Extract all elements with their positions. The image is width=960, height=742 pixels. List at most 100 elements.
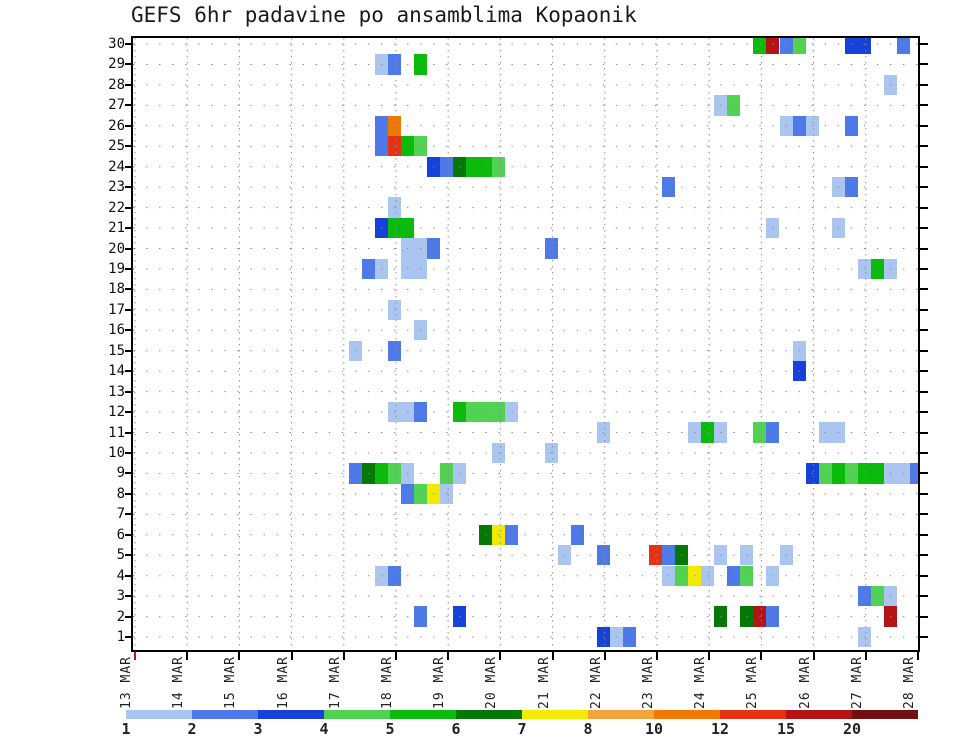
heatmap-cell [440, 483, 454, 505]
heatmap-cell [622, 626, 636, 648]
y-axis-tick [125, 104, 133, 107]
heatmap-cell [662, 176, 676, 198]
y-axis-tick [920, 165, 928, 168]
heatmap-cell [675, 545, 689, 566]
y-axis-tick [920, 472, 928, 475]
y-axis-label: 12 [108, 404, 125, 421]
colorbar-segment [522, 710, 588, 719]
heatmap-cell [701, 422, 715, 443]
colorbar-label: 4 [319, 720, 329, 738]
heatmap-cell [727, 565, 741, 586]
y-axis-label: 10 [108, 445, 125, 461]
heatmap-cell [883, 585, 897, 607]
colorbar-label: 8 [583, 720, 593, 738]
y-axis-tick [125, 349, 133, 352]
x-axis-label: 28 MAR [902, 656, 917, 709]
heatmap-cell [427, 238, 441, 259]
colorbar-segment [654, 710, 720, 719]
y-axis-tick [125, 63, 133, 66]
colorbar-label: 20 [842, 720, 862, 738]
colorbar-segment [588, 710, 654, 719]
heatmap-cell [453, 463, 467, 484]
heatmap-cell [857, 463, 871, 484]
heatmap-cell [492, 442, 506, 464]
x-axis-tick [395, 652, 397, 660]
y-axis-tick [125, 165, 133, 168]
colorbar-segment [720, 710, 786, 719]
y-axis-tick [125, 288, 133, 291]
heatmap-cell [662, 545, 676, 566]
y-axis-label: 19 [108, 260, 125, 277]
x-axis-tick [812, 652, 815, 660]
y-axis-tick [125, 43, 133, 45]
colorbar-label: 2 [187, 720, 197, 738]
heatmap-cell [844, 38, 858, 55]
heatmap-cell [805, 115, 819, 136]
y-axis-label: 14 [108, 363, 125, 380]
heatmap-cell [714, 545, 728, 566]
heatmap-cell [427, 156, 441, 177]
heatmap-cell [766, 565, 780, 586]
y-axis-label: 3 [116, 588, 125, 605]
heatmap-cell [479, 401, 493, 423]
heatmap-cell [479, 524, 493, 545]
heatmap-cell [374, 54, 388, 75]
y-axis-tick [920, 411, 928, 414]
heatmap-cell [427, 483, 441, 505]
heatmap-cell [831, 422, 845, 443]
y-axis-tick [125, 206, 133, 209]
heatmap-cell [414, 483, 428, 505]
x-axis-label: 13 MAR [119, 656, 134, 709]
x-axis-label: 16 MAR [275, 656, 291, 709]
y-axis-tick [920, 595, 928, 598]
heatmap-cell [414, 606, 428, 627]
heatmap-cell [675, 565, 689, 586]
y-axis-tick [125, 370, 133, 373]
colorbar-segment [258, 710, 324, 719]
heatmap-cell [492, 401, 506, 423]
y-axis-tick [125, 247, 133, 250]
y-axis-tick [920, 288, 928, 291]
heatmap-cell [753, 38, 767, 55]
y-axis-tick [920, 83, 928, 86]
heatmap-cell [857, 38, 871, 55]
y-axis-tick [125, 145, 133, 148]
plot-area [131, 36, 920, 652]
heatmap-cell [883, 258, 897, 280]
y-axis-tick [125, 513, 133, 516]
x-axis-tick [708, 652, 711, 660]
y-axis-tick [920, 63, 928, 66]
x-axis-tick [499, 652, 502, 660]
heatmap-cell [374, 565, 388, 586]
y-axis-label: 28 [108, 76, 125, 93]
y-axis-label: 6 [116, 526, 125, 543]
heatmap-cell [844, 115, 858, 136]
heatmap-cell [662, 565, 676, 586]
y-axis-tick [920, 247, 928, 250]
heatmap-cell [374, 136, 388, 157]
x-axis-label: 27 MAR [849, 656, 865, 709]
y-axis-label: 2 [116, 608, 125, 625]
y-axis-label: 13 [108, 383, 125, 400]
x-axis-label: 19 MAR [432, 656, 448, 709]
heatmap-cell [348, 340, 362, 361]
x-axis-tick [551, 652, 554, 660]
colorbar-label: 3 [253, 720, 263, 738]
heatmap-cell [831, 463, 845, 484]
x-axis-label: 24 MAR [693, 656, 709, 709]
heatmap-cell [440, 463, 454, 484]
heatmap-cell [714, 95, 728, 116]
heatmap-cell [779, 545, 793, 566]
colorbar-label: 15 [776, 720, 796, 738]
heatmap-cell [388, 197, 402, 218]
heatmap-cell [844, 463, 858, 484]
x-axis-tick [656, 652, 658, 660]
y-axis-label: 20 [108, 240, 125, 257]
colorbar-segment [390, 710, 456, 719]
y-axis-tick [125, 452, 133, 454]
heatmap-cell [688, 565, 702, 586]
y-axis-tick [920, 370, 928, 373]
x-axis-tick [342, 652, 345, 660]
heatmap-cell [818, 463, 832, 484]
heatmap-cell [361, 463, 375, 484]
